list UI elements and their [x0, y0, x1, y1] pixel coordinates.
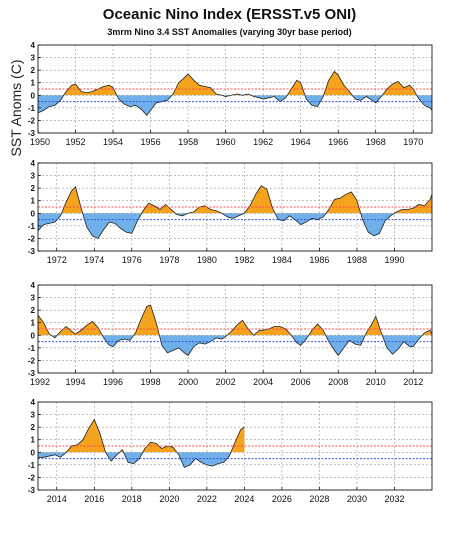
x-tick-label: 1972	[47, 255, 67, 265]
x-tick-label: 2014	[47, 494, 67, 504]
y-tick-label: 0	[31, 91, 36, 100]
panel-frame	[37, 162, 433, 252]
x-tick-label: 2010	[366, 377, 386, 387]
y-tick-label: 3	[31, 54, 36, 63]
x-tick-label: 1964	[291, 137, 311, 147]
y-tick-label: 3	[31, 172, 36, 181]
x-tick-label: 1982	[234, 255, 254, 265]
y-tick-label: -1	[28, 222, 36, 231]
y-tick-label: -1	[28, 344, 36, 353]
panel-3: -3 -2 -1 0 1 2 3 4 1992 1994 1996 1998 2000 2002 2004 2…	[28, 281, 433, 387]
y-tick-label: -2	[28, 116, 36, 125]
y-tick-label: 4	[31, 41, 36, 50]
cool-anomaly-area	[38, 95, 432, 116]
x-tick-label: 2008	[328, 377, 348, 387]
x-tick-label: 2030	[347, 494, 367, 504]
y-tick-label: 1	[31, 436, 36, 445]
x-tick-label: 2026	[272, 494, 292, 504]
y-tick-label: -1	[28, 104, 36, 113]
y-tick-label: 3	[31, 294, 36, 303]
x-tick-label: 1986	[309, 255, 329, 265]
x-tick-label: 1954	[103, 137, 123, 147]
x-tick-label: 1996	[103, 377, 123, 387]
x-tick-label: 2004	[253, 377, 273, 387]
oni-series-line	[38, 185, 432, 239]
y-tick-label: 2	[31, 66, 36, 75]
x-tick-label: 1998	[141, 377, 161, 387]
panel-frame	[37, 401, 433, 491]
x-tick-label: 1990	[384, 255, 404, 265]
x-tick-label: 2032	[384, 494, 404, 504]
y-tick-label: -2	[28, 356, 36, 365]
y-tick-label: 1	[31, 319, 36, 328]
panel-frame	[37, 284, 433, 374]
x-tick-label: 2006	[291, 377, 311, 387]
x-tick-label: 1980	[197, 255, 217, 265]
y-tick-label: 0	[31, 209, 36, 218]
x-tick-label: 2002	[216, 377, 236, 387]
x-tick-label: 1978	[159, 255, 179, 265]
x-tick-label: 1992	[30, 377, 50, 387]
y-tick-label: -2	[28, 473, 36, 482]
y-tick-label: 4	[31, 159, 36, 168]
panel-1: -3 -2 -1 0 1 2 3 4 1950 1952 1954 1956 1958 1960 1962 1…	[28, 41, 433, 147]
x-tick-label: 1950	[30, 137, 50, 147]
x-tick-label: 1966	[328, 137, 348, 147]
x-tick-label: 2028	[309, 494, 329, 504]
oni-series-line	[38, 418, 245, 468]
x-tick-label: 2020	[159, 494, 179, 504]
y-tick-label: 2	[31, 306, 36, 315]
warm-anomaly-area	[38, 71, 432, 96]
x-tick-label: 1984	[272, 255, 292, 265]
chart-title: Oceanic Nino Index (ERSST.v5 ONI)	[102, 6, 357, 23]
x-tick-label: 2024	[234, 494, 254, 504]
x-tick-label: 2016	[84, 494, 104, 504]
x-tick-label: 1960	[216, 137, 236, 147]
x-tick-label: 2018	[122, 494, 142, 504]
y-tick-label: 2	[31, 184, 36, 193]
y-tick-label: 0	[31, 448, 36, 457]
x-tick-label: 2012	[403, 377, 423, 387]
x-tick-label: 1956	[141, 137, 161, 147]
y-tick-label: 4	[31, 398, 36, 407]
x-tick-label: 1976	[122, 255, 142, 265]
panel-4: -3 -2 -1 0 1 2 3 4 2014 2016 2018 2020 2022 2024 2026 2…	[28, 398, 433, 504]
y-tick-label: 1	[31, 197, 36, 206]
x-tick-label: 1974	[84, 255, 104, 265]
x-tick-label: 1952	[66, 137, 86, 147]
cool-anomaly-area	[38, 335, 432, 356]
panel-2: -3 -2 -1 0 1 2 3 4 1972 1974 1976 1978 1980 1982 1984 1…	[28, 159, 433, 265]
x-tick-label: 1970	[403, 137, 423, 147]
y-tick-label: 4	[31, 281, 36, 290]
y-tick-label: 3	[31, 411, 36, 420]
chart-subtitle: 3mrm Nino 3.4 SST Anomalies (varying 30y…	[107, 27, 352, 37]
x-tick-label: 2000	[178, 377, 198, 387]
x-tick-label: 1968	[366, 137, 386, 147]
y-tick-label: -3	[28, 247, 36, 256]
cool-anomaly-area	[38, 213, 432, 239]
x-tick-label: 2022	[197, 494, 217, 504]
warm-anomaly-area	[61, 185, 432, 214]
cool-anomaly-area	[38, 452, 245, 468]
y-tick-label: 0	[31, 331, 36, 340]
y-tick-label: -3	[28, 486, 36, 495]
y-tick-label: -3	[28, 369, 36, 378]
y-tick-label: -1	[28, 461, 36, 470]
y-tick-label: -3	[28, 129, 36, 138]
panel-frame	[37, 44, 433, 134]
x-tick-label: 1962	[253, 137, 273, 147]
y-tick-label: 1	[31, 79, 36, 88]
x-tick-label: 1958	[178, 137, 198, 147]
y-tick-label: 2	[31, 423, 36, 432]
y-tick-label: -2	[28, 234, 36, 243]
x-tick-label: 1994	[66, 377, 86, 387]
oni-series-line	[38, 304, 432, 357]
oni-series-line	[38, 70, 432, 117]
x-tick-label: 1988	[347, 255, 367, 265]
